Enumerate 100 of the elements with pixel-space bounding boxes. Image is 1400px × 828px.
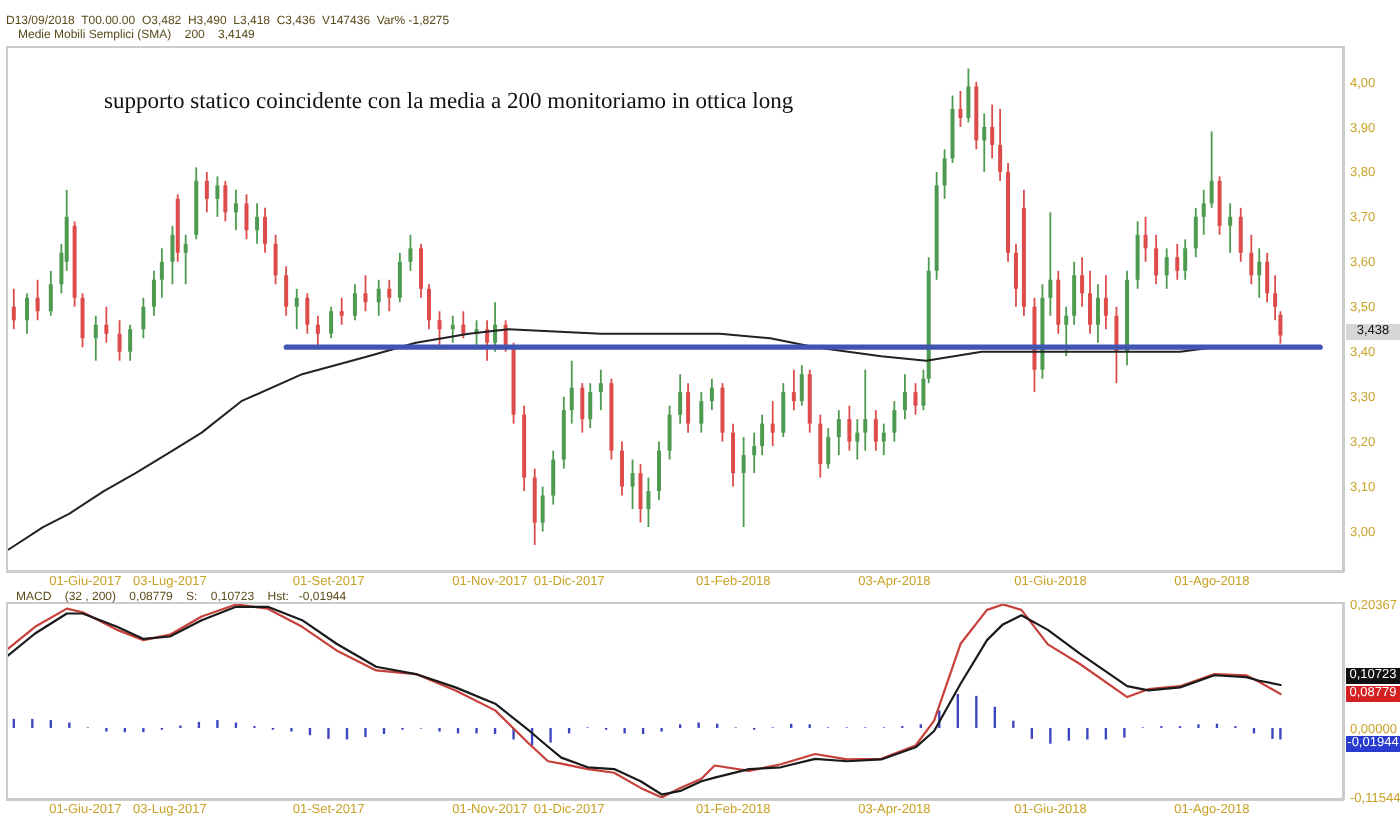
candlestick xyxy=(263,206,268,254)
candlestick xyxy=(958,90,963,128)
candlestick xyxy=(315,314,320,349)
candlestick xyxy=(902,373,907,421)
candlestick xyxy=(588,382,593,430)
candlestick xyxy=(93,314,98,362)
candlestick xyxy=(255,202,260,245)
candlestick xyxy=(244,193,249,241)
candlestick xyxy=(170,224,175,286)
candlestick xyxy=(461,310,466,340)
candlestick xyxy=(1193,206,1198,259)
candlestick xyxy=(1080,256,1085,308)
candlestick xyxy=(760,413,765,457)
candlestick xyxy=(826,427,831,470)
candlestick xyxy=(159,247,164,299)
candlestick xyxy=(294,287,299,331)
candlestick xyxy=(731,422,736,488)
candlestick xyxy=(1183,238,1188,281)
candlestick xyxy=(540,485,545,533)
candlestick xyxy=(223,179,228,223)
candlestick xyxy=(913,382,918,416)
candlestick xyxy=(1228,202,1233,254)
candlestick xyxy=(770,400,775,448)
candlestick xyxy=(966,67,971,124)
candlestick xyxy=(1072,260,1077,326)
candlestick xyxy=(741,436,746,528)
candlestick xyxy=(1154,233,1159,286)
candlestick xyxy=(686,382,691,434)
candlestick xyxy=(1013,242,1018,308)
candlestick xyxy=(215,175,220,218)
candlestick xyxy=(1249,233,1254,286)
candlestick xyxy=(942,148,947,200)
candlestick xyxy=(1265,251,1270,304)
candlestick xyxy=(1056,269,1061,335)
candlestick xyxy=(667,404,672,461)
candlestick xyxy=(720,382,725,443)
candlestick xyxy=(1217,175,1222,236)
candlestick xyxy=(339,296,344,326)
candlestick xyxy=(104,305,109,344)
candlestick xyxy=(709,377,714,412)
candlestick xyxy=(873,409,878,452)
candlestick xyxy=(305,292,310,335)
candlestick xyxy=(752,431,757,474)
candlestick xyxy=(598,368,603,412)
candlestick xyxy=(1088,269,1093,335)
candlestick xyxy=(1209,130,1214,209)
candlestick xyxy=(397,251,402,304)
candlestick xyxy=(646,476,651,528)
candlestick xyxy=(1103,274,1108,331)
candlestick xyxy=(11,287,16,331)
candlestick xyxy=(569,359,574,425)
text: supporto statico coincidente con la media a 200 monitoriamo in ottica long xyxy=(104,90,794,116)
candlestick xyxy=(1143,215,1148,263)
candlestick xyxy=(855,418,860,461)
candlestick xyxy=(1201,188,1206,236)
candlestick xyxy=(1135,220,1140,290)
candlestick xyxy=(408,233,413,272)
candlestick xyxy=(990,103,995,160)
candlestick xyxy=(699,391,704,434)
candlestick xyxy=(80,292,85,349)
candlestick xyxy=(847,404,852,452)
candlestick xyxy=(426,283,431,331)
candlestick xyxy=(982,112,987,173)
candlestick xyxy=(419,242,424,299)
candlestick xyxy=(329,305,334,340)
candlestick xyxy=(630,458,635,510)
candlestick xyxy=(204,170,209,214)
candlestick xyxy=(363,274,368,313)
candlestick xyxy=(387,278,392,313)
candlestick xyxy=(128,323,133,362)
candlestick xyxy=(284,265,289,317)
candlestick xyxy=(863,368,868,452)
candlestick xyxy=(580,382,585,434)
candlestick xyxy=(151,269,156,317)
candlestick xyxy=(836,409,841,457)
candlestick xyxy=(1064,305,1069,358)
candlestick xyxy=(48,269,53,317)
candlestick xyxy=(25,292,30,335)
candlestick xyxy=(551,449,556,506)
candlestick xyxy=(1048,211,1053,317)
candlestick xyxy=(1095,283,1100,344)
candlestick xyxy=(1175,242,1180,281)
candlestick xyxy=(35,278,40,322)
candlestick xyxy=(791,368,796,412)
candlestick xyxy=(781,382,786,439)
candlestick xyxy=(892,400,897,443)
candlestick xyxy=(657,440,661,501)
candlestick xyxy=(1257,247,1262,299)
candlestick xyxy=(532,467,537,546)
candlestick xyxy=(437,310,442,349)
candlestick xyxy=(678,373,683,425)
candlestick xyxy=(998,108,1003,182)
candlestick xyxy=(799,364,804,407)
candlestick xyxy=(881,422,886,457)
candlestick xyxy=(818,413,823,479)
candlestick xyxy=(141,296,146,340)
candlestick xyxy=(352,283,357,322)
candlestick xyxy=(183,233,188,286)
candlestick xyxy=(273,233,278,286)
candlestick xyxy=(376,278,381,317)
